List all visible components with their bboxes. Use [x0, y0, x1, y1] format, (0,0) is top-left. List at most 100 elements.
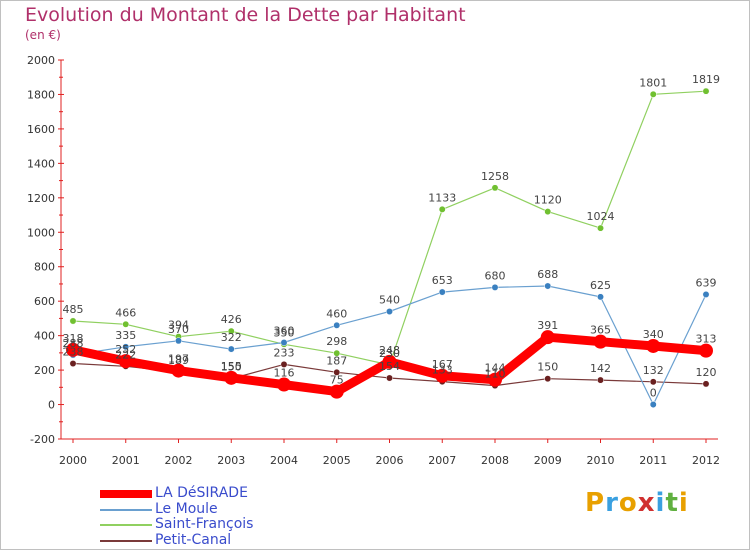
data-point-le-moule	[597, 293, 604, 301]
x-tick-label: 2001	[112, 454, 140, 467]
data-label-la-desirade: 155	[221, 360, 242, 373]
data-label-saint-francois: 350	[274, 326, 295, 339]
data-point-petit-canal	[386, 374, 393, 382]
data-label-petit-canal: 132	[643, 364, 664, 377]
data-point-la-desirade	[118, 354, 133, 369]
data-label-petit-canal: 189	[168, 354, 189, 367]
x-tick-label: 2002	[165, 454, 193, 467]
data-label-le-moule: 360	[274, 325, 295, 338]
data-label-saint-francois: 1258	[481, 170, 509, 183]
data-label-le-moule: 639	[696, 276, 717, 289]
data-point-saint-francois	[438, 205, 446, 213]
data-point-saint-francois	[122, 320, 130, 328]
y-tick-label: 1200	[27, 192, 55, 205]
data-point-la-desirade	[224, 370, 239, 385]
logo-letter: t	[665, 488, 679, 518]
data-label-saint-francois: 466	[115, 306, 136, 319]
x-tick-label: 2009	[534, 454, 562, 467]
data-point-la-desirade	[488, 372, 502, 387]
data-point-la-desirade	[171, 363, 186, 378]
data-label-petit-canal: 150	[221, 361, 242, 374]
data-point-le-moule	[544, 282, 552, 290]
data-label-saint-francois: 1133	[428, 191, 456, 204]
data-label-la-desirade: 365	[590, 324, 611, 337]
data-label-le-moule: 688	[537, 268, 558, 281]
data-label-la-desirade: 313	[696, 333, 717, 346]
y-tick-label: 600	[34, 295, 55, 308]
data-label-petit-canal: 187	[326, 354, 347, 367]
x-tick-label: 2011	[639, 454, 667, 467]
x-tick-label: 2012	[692, 454, 720, 467]
data-label-la-desirade: 116	[274, 367, 295, 380]
logo-letter: r	[605, 488, 619, 518]
data-point-la-desirade	[699, 343, 713, 358]
data-label-le-moule: 653	[432, 274, 453, 287]
data-point-petit-canal	[702, 380, 710, 388]
data-point-la-desirade	[593, 334, 608, 349]
logo-letter: o	[618, 488, 638, 518]
data-label-la-desirade: 318	[63, 332, 84, 345]
logo-letter: x	[637, 488, 656, 518]
data-label-le-moule: 460	[326, 307, 347, 320]
data-point-le-moule	[333, 321, 341, 329]
data-label-le-moule: 680	[485, 269, 506, 282]
data-label-petit-canal: 233	[274, 346, 295, 359]
data-label-le-moule: 322	[221, 331, 242, 344]
y-tick-label: 1400	[27, 157, 55, 170]
data-point-saint-francois	[544, 208, 552, 216]
data-point-petit-canal	[649, 378, 657, 386]
y-tick-label: 1800	[27, 88, 55, 101]
logo-letter: i	[678, 488, 689, 518]
data-point-petit-canal	[333, 368, 341, 376]
data-label-le-moule: 288	[63, 337, 84, 350]
data-label-le-moule: 370	[168, 323, 189, 336]
x-tick-label: 2004	[270, 454, 298, 467]
data-label-le-moule: 625	[590, 279, 611, 292]
data-point-le-moule	[386, 308, 393, 315]
data-point-la-desirade	[435, 368, 450, 383]
data-point-la-desirade	[646, 338, 661, 353]
data-label-saint-francois: 298	[326, 335, 347, 348]
data-label-la-desirade: 144	[485, 362, 506, 375]
data-point-saint-francois	[491, 184, 499, 192]
data-point-saint-francois	[702, 87, 710, 95]
y-tick-label: 400	[34, 330, 55, 343]
legend-label: Le Moule	[155, 500, 218, 517]
data-label-petit-canal: 110	[485, 368, 506, 381]
data-point-saint-francois	[69, 317, 77, 325]
data-point-petit-canal	[544, 375, 552, 383]
data-point-le-moule	[438, 288, 446, 296]
data-point-la-desirade	[329, 384, 344, 399]
data-label-petit-canal: 142	[590, 362, 611, 375]
data-label-saint-francois: 1120	[534, 194, 562, 207]
data-label-la-desirade: 75	[330, 374, 344, 387]
data-label-petit-canal: 238	[63, 346, 84, 359]
data-label-saint-francois: 1801	[639, 76, 667, 89]
data-point-le-moule	[122, 343, 130, 351]
data-point-saint-francois	[333, 349, 341, 357]
data-label-la-desirade: 252	[115, 343, 136, 356]
x-tick-label: 2000	[59, 454, 87, 467]
data-point-le-moule	[227, 345, 235, 353]
logo-letter: P	[585, 488, 606, 518]
chart-title: Evolution du Montant de la Dette par Hab…	[25, 4, 466, 26]
data-point-le-moule	[702, 291, 710, 298]
x-tick-label: 2005	[323, 454, 351, 467]
data-point-le-moule	[280, 339, 288, 346]
data-label-saint-francois: 1819	[692, 73, 720, 86]
data-label-saint-francois: 485	[63, 303, 84, 316]
legend-swatch	[100, 539, 152, 542]
data-point-le-moule	[491, 283, 499, 291]
data-label-le-moule: 540	[379, 294, 400, 307]
y-tick-label: 800	[34, 261, 55, 274]
logo-letter: i	[655, 488, 666, 518]
chart-axes: -200020040060080010001200140016001800200…	[27, 54, 720, 467]
y-tick-label: 0	[48, 399, 55, 412]
data-label-petit-canal: 154	[379, 360, 400, 373]
data-point-petit-canal	[69, 360, 77, 367]
legend-label: LA DéSIRADE	[155, 485, 248, 501]
y-tick-label: -200	[30, 433, 55, 446]
data-point-petit-canal	[597, 376, 604, 384]
legend-label: Petit-Canal	[155, 531, 232, 548]
